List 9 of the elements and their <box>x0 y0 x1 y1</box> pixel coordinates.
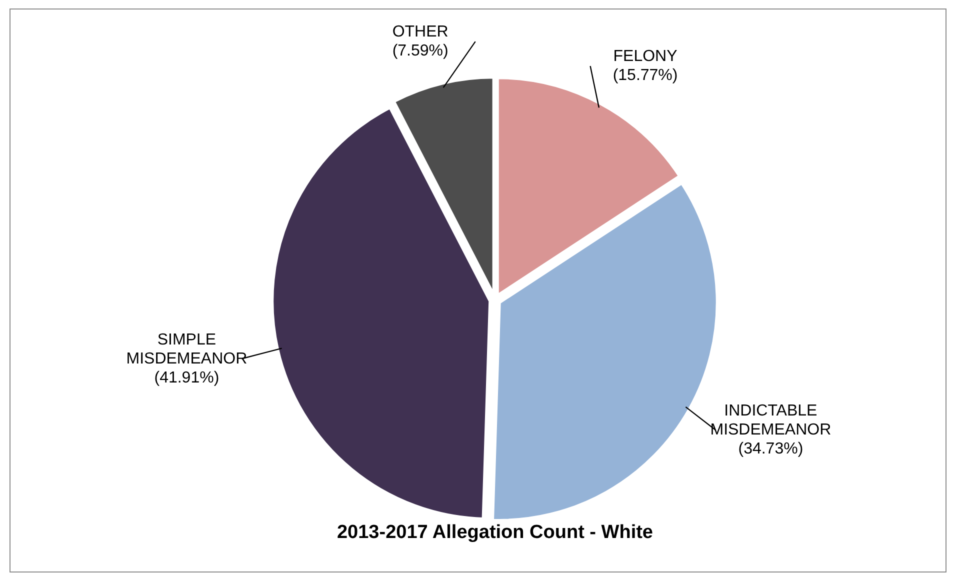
data-label: (15.77%) <box>612 67 678 84</box>
slice-label: FELONY <box>613 48 678 66</box>
text: 2013-2017 Allegation Count - White <box>336 522 654 543</box>
slice-label: INDICTABLE MISDEMEANOR <box>710 402 832 439</box>
slice-label: OTHER <box>392 24 448 41</box>
data-label: (41.91%) <box>154 369 220 386</box>
data-label: (34.73%) <box>738 440 804 458</box>
slice-label: SIMPLE MISDEMEANOR <box>126 331 248 368</box>
data-label: (7.59%) <box>392 42 448 60</box>
